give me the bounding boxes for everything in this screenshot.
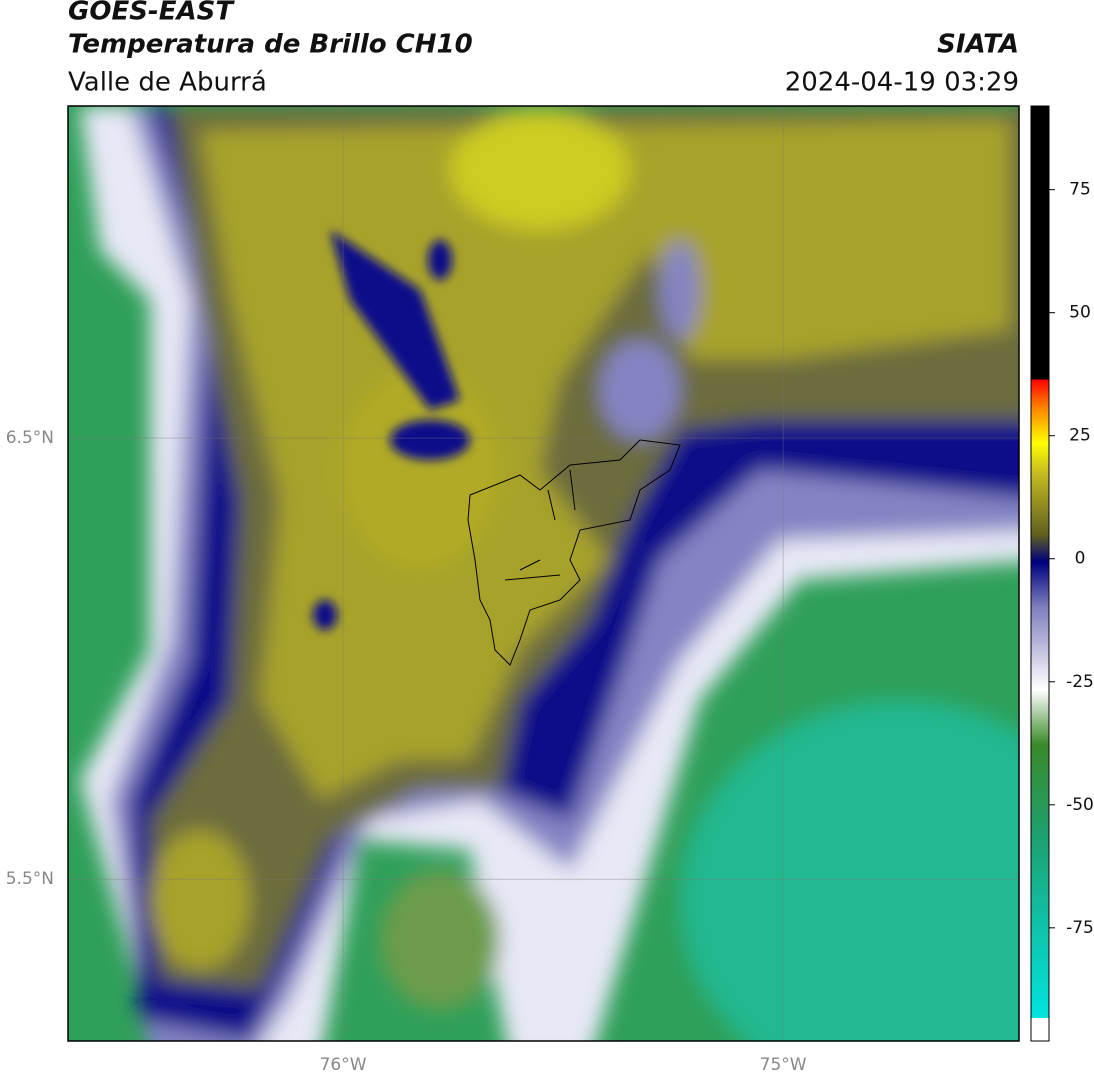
colorbar-tick-label: -50	[1066, 795, 1094, 815]
colorbar-tick-label: -75	[1066, 918, 1094, 938]
satellite-image	[68, 106, 1019, 1041]
source: SIATA	[937, 30, 1019, 60]
title: Temperatura de Brillo CH10	[68, 30, 473, 60]
title: GOES-EAST	[68, 0, 235, 27]
colorbar-tick-label: 25	[1069, 426, 1091, 446]
colorbar	[1031, 106, 1049, 1018]
timestamp: 2024-04-19 03:29	[785, 68, 1019, 98]
map-frame	[67, 105, 1020, 1042]
y-tick-label: 6.5°N	[6, 428, 54, 448]
colorbar-under	[1031, 1018, 1049, 1041]
y-tick-label: 5.5°N	[6, 869, 54, 889]
x-tick-label: 76°W	[320, 1055, 367, 1075]
colorbar-tick-label: 50	[1069, 303, 1091, 323]
subtitle: Valle de Aburrá	[68, 68, 267, 98]
x-tick-label: 75°W	[760, 1055, 807, 1075]
colorbar-tick-label: 75	[1069, 180, 1091, 200]
grid	[68, 106, 1019, 1041]
colorbar-frame	[1030, 105, 1050, 1042]
colorbar-tick-label: 0	[1075, 549, 1086, 569]
colorbar-tick-label: -25	[1066, 672, 1094, 692]
